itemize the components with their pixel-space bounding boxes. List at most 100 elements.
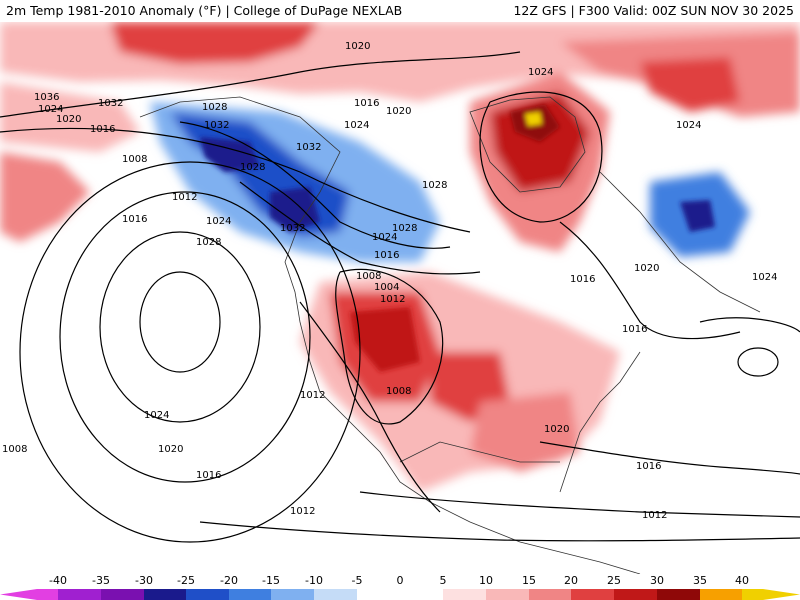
hudson-isobar <box>479 91 603 223</box>
isobar-label: 1008 <box>386 386 411 397</box>
isobar-label: 1020 <box>56 114 81 125</box>
isobar-label: 1012 <box>290 506 315 517</box>
colorbar-bin <box>657 589 700 600</box>
colorbar-tick: 25 <box>607 574 621 587</box>
colorbar-tick: 30 <box>650 574 664 587</box>
colorbar-tick: -15 <box>262 574 280 587</box>
isobar-label: 1028 <box>392 223 417 234</box>
isobar-label: 1020 <box>634 263 659 274</box>
isobar-label: 1032 <box>296 142 321 153</box>
isobar-label: 1032 <box>204 120 229 131</box>
anomaly-colorbar <box>0 589 800 600</box>
colorbar-tick: -40 <box>49 574 67 587</box>
colorbar-bin <box>357 589 443 600</box>
map-header: 2m Temp 1981-2010 Anomaly (°F) | College… <box>0 0 800 22</box>
east-isobar <box>559 221 741 340</box>
isobar-label: 1028 <box>240 162 265 173</box>
isobar-label: 1032 <box>98 98 123 109</box>
coastlines <box>139 96 761 574</box>
isobar-label: 1016 <box>354 98 379 109</box>
colorbar-bin <box>314 589 357 600</box>
isobar-label: 1016 <box>622 324 647 335</box>
isobar-label: 1020 <box>158 444 183 455</box>
pacific-high-isobar <box>139 271 221 373</box>
isobar-label: 1024 <box>206 216 231 227</box>
isobar-label: 1028 <box>196 237 221 248</box>
warm-anomaly-gulf <box>470 392 580 472</box>
canada-isobar <box>239 181 481 275</box>
isobar-label: 1020 <box>544 424 569 435</box>
labrador-coast <box>599 171 761 313</box>
colorbar-tick: -10 <box>305 574 323 587</box>
cold-anomaly-quebec-peak <box>680 200 715 232</box>
tropical-isobar <box>199 521 800 542</box>
isobars <box>0 51 800 543</box>
warm-anomaly-pacific <box>0 152 90 242</box>
warm-anomaly-hudson-max <box>525 112 542 126</box>
pacific-high-isobar <box>59 191 311 483</box>
atlantic-isobar <box>539 441 800 475</box>
canada-isobar <box>179 121 451 249</box>
isobar-label: 1024 <box>528 67 553 78</box>
warm-anomaly-north-core <box>110 22 320 64</box>
isobar-label: 1004 <box>374 282 399 293</box>
temperature-anomaly-map: 1020 1024 1036 1024 1020 1032 1016 1008 … <box>0 22 800 574</box>
colorbar-bin <box>58 589 101 600</box>
colorbar-bin <box>486 589 529 600</box>
subtropical-isobar <box>359 491 800 518</box>
isobar-label: 1008 <box>122 154 147 165</box>
colorbar-tick: -5 <box>351 574 363 587</box>
map-title: 2m Temp 1981-2010 Anomaly (°F) | College… <box>6 3 403 18</box>
colorbar-bin <box>229 589 271 600</box>
warm-anomaly-colorado-peak <box>350 307 420 372</box>
hudson-bay-coast <box>469 96 586 193</box>
colorbar-tick-labels: -40 -35 -30 -25 -20 -15 -10 -5 0 5 10 15… <box>0 574 800 588</box>
north-america-coast <box>139 96 641 574</box>
isobar-label: 1020 <box>386 106 411 117</box>
isobar-label: 1032 <box>280 223 305 234</box>
arctic-isobar <box>0 51 521 118</box>
isobar-label: 1016 <box>636 461 661 472</box>
isobar-label-group: 1020 1024 1036 1024 1020 1032 1016 1008 … <box>2 41 777 521</box>
pacific-high-isobar <box>99 231 261 423</box>
isobar-label: 1024 <box>344 120 369 131</box>
isobar-label: 1036 <box>34 92 59 103</box>
isobar-label: 1024 <box>144 410 169 421</box>
isobar-label: 1012 <box>172 192 197 203</box>
isobar-label: 1028 <box>422 180 447 191</box>
colorbar-bin <box>271 589 314 600</box>
colorbar-tick: 0 <box>396 574 404 587</box>
colorbar-bin <box>529 589 571 600</box>
colorbar-max-arrow <box>763 589 800 600</box>
isobar-label: 1012 <box>380 294 405 305</box>
colorbar-tick: -25 <box>177 574 195 587</box>
isobar-label: 1016 <box>374 250 399 261</box>
isobar-label: 1012 <box>642 510 667 521</box>
colorbar-tick: -20 <box>220 574 238 587</box>
isobar-label: 1024 <box>372 232 397 243</box>
isobar-label: 1028 <box>202 102 227 113</box>
colorbar-tick: -35 <box>92 574 110 587</box>
colorbar-bin <box>742 589 763 600</box>
colorbar-min-arrow <box>0 589 37 600</box>
arctic-isobar <box>0 127 471 233</box>
isobar-label: 1008 <box>356 271 381 282</box>
warm-anomaly-ne-core <box>640 57 740 112</box>
colorbar-tick: 15 <box>522 574 536 587</box>
colorbar-bin <box>37 589 58 600</box>
model-run-info: 12Z GFS | F300 Valid: 00Z SUN NOV 30 202… <box>513 3 794 18</box>
isobar-label: 1020 <box>345 41 370 52</box>
colorbar-tick: 20 <box>564 574 578 587</box>
isobar-label: 1012 <box>300 390 325 401</box>
isobar-label: 1016 <box>570 274 595 285</box>
isobar-label: 1024 <box>752 272 777 283</box>
colorbar-bin <box>101 589 144 600</box>
isobar-label: 1024 <box>38 104 63 115</box>
pacific-high-isobar <box>19 161 361 543</box>
warm-anomaly-goa <box>0 82 140 152</box>
atlantic-high-isobar <box>737 347 779 377</box>
rockies-low-isobar <box>335 268 444 425</box>
cold-anomaly-yukon-peak <box>200 137 260 172</box>
colorbar-tick: -30 <box>135 574 153 587</box>
isobar-label: 1008 <box>2 444 27 455</box>
